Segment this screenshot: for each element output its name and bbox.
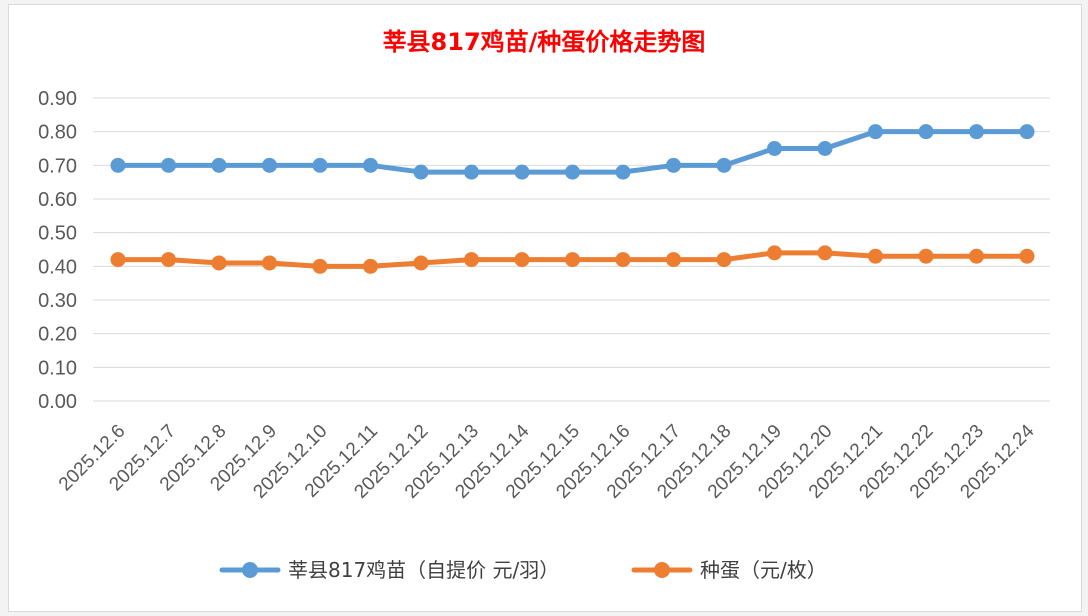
data-point[interactable]: [716, 252, 732, 268]
y-tick-label: 0.10: [38, 357, 77, 379]
data-point[interactable]: [464, 164, 479, 180]
series-0: [110, 124, 1035, 180]
data-point[interactable]: [413, 255, 429, 271]
data-point[interactable]: [969, 124, 984, 140]
data-point[interactable]: [918, 248, 934, 264]
legend-label-chick: 莘县817鸡苗（自提价 元/羽）: [288, 558, 559, 582]
chart-frame: [8, 4, 1082, 612]
y-tick-label: 0.30: [38, 290, 77, 312]
data-point[interactable]: [767, 245, 782, 261]
data-point[interactable]: [918, 124, 934, 140]
chart-title: 莘县817鸡苗/种蛋价格走势图: [383, 28, 706, 56]
y-tick-label: 0.80: [38, 122, 77, 144]
data-point[interactable]: [363, 258, 378, 274]
data-point[interactable]: [110, 252, 126, 268]
data-point[interactable]: [868, 124, 883, 140]
data-point[interactable]: [615, 164, 631, 180]
legend-item-chick[interactable]: 莘县817鸡苗（自提价 元/羽）: [219, 558, 559, 582]
y-tick-label: 0.20: [38, 324, 77, 346]
data-point[interactable]: [969, 248, 984, 264]
series: [110, 124, 1035, 274]
data-point[interactable]: [767, 141, 782, 156]
data-point[interactable]: [817, 141, 833, 156]
data-point[interactable]: [161, 252, 176, 268]
gridlines: [93, 97, 1050, 402]
data-point[interactable]: [666, 157, 681, 173]
legend-marker-egg: [654, 562, 670, 578]
y-tick-label: 0.50: [38, 223, 77, 245]
y-tick-label: 0.60: [38, 189, 77, 211]
data-point[interactable]: [817, 245, 833, 261]
data-point[interactable]: [110, 157, 126, 173]
data-point[interactable]: [312, 258, 328, 274]
y-axis-ticks: 0.00 0.10 0.20 0.30 0.40 0.50 0.60 0.70 0.80 0.90: [38, 88, 77, 413]
data-point[interactable]: [1019, 248, 1035, 264]
y-tick-label: 0.90: [38, 88, 77, 110]
data-point[interactable]: [565, 252, 580, 268]
data-point[interactable]: [161, 157, 176, 173]
data-point[interactable]: [868, 248, 883, 264]
data-point[interactable]: [1019, 124, 1035, 140]
y-tick-label: 0.00: [38, 391, 77, 413]
y-tick-label: 0.70: [38, 155, 77, 177]
legend-marker-chick: [242, 562, 258, 578]
data-point[interactable]: [413, 164, 429, 180]
data-point[interactable]: [262, 255, 277, 271]
data-point[interactable]: [211, 255, 227, 271]
data-point[interactable]: [615, 252, 631, 268]
legend-label-egg: 种蛋（元/枚）: [700, 558, 827, 582]
legend: 莘县817鸡苗（自提价 元/羽） 种蛋（元/枚）: [219, 558, 827, 582]
data-point[interactable]: [363, 157, 378, 173]
data-point[interactable]: [514, 252, 530, 268]
data-point[interactable]: [565, 164, 580, 180]
data-point[interactable]: [514, 164, 530, 180]
data-point[interactable]: [262, 157, 277, 173]
series-1: [110, 245, 1035, 274]
data-point[interactable]: [716, 157, 732, 173]
data-point[interactable]: [312, 157, 328, 173]
data-point[interactable]: [666, 252, 681, 268]
data-point[interactable]: [464, 252, 479, 268]
legend-item-egg[interactable]: 种蛋（元/枚）: [631, 558, 827, 582]
y-tick-label: 0.40: [38, 256, 77, 278]
data-point[interactable]: [211, 157, 227, 173]
x-axis-ticks: 2025.12.62025.12.72025.12.82025.12.92025…: [55, 420, 1039, 502]
